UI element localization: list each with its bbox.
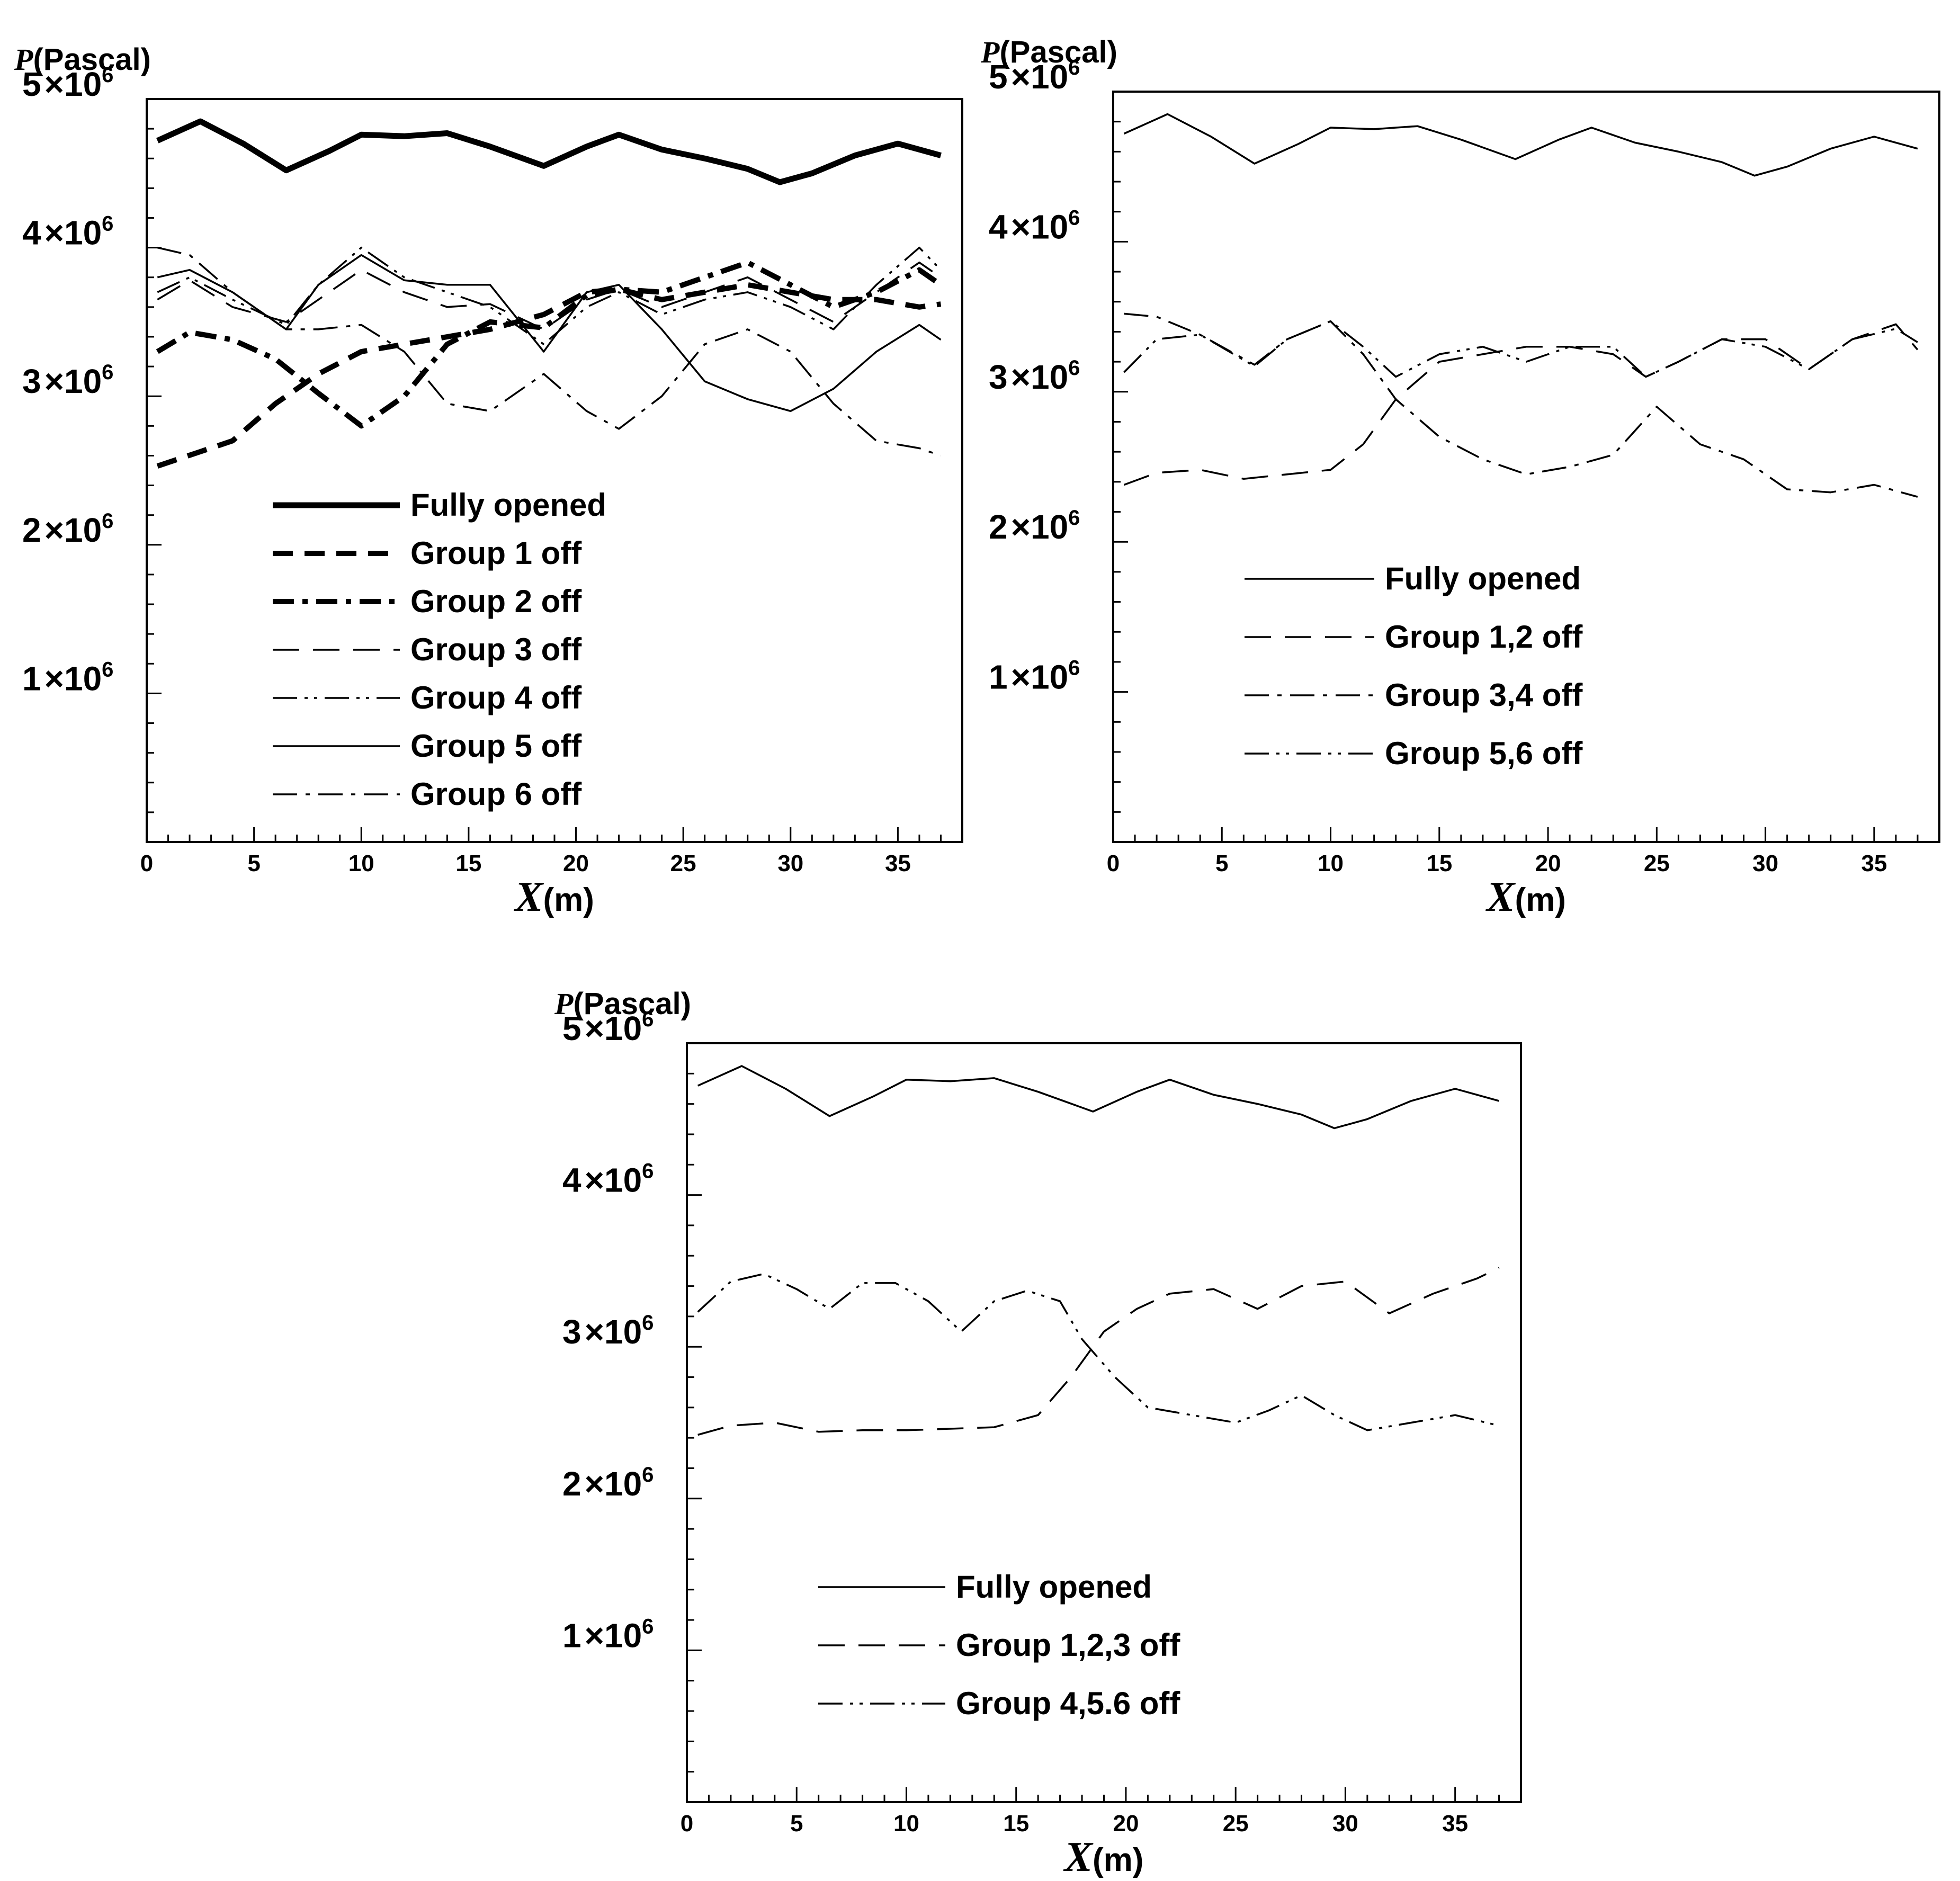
series-line-group-4-5-6-off	[697, 1273, 1500, 1431]
x-tick-label: 20	[1113, 1811, 1139, 1837]
y-tick-label: 1×106	[989, 657, 1080, 696]
y-tick-label: 1×106	[562, 1615, 654, 1654]
legend-label-group-3-off: Group 3 off	[410, 632, 582, 667]
x-tick-label: 10	[893, 1811, 919, 1837]
y-tick-label: 3×106	[562, 1311, 654, 1351]
legend-label-group-5-off: Group 5 off	[410, 728, 582, 764]
x-tick-label: 20	[1535, 850, 1561, 876]
x-tick-label: 15	[1003, 1811, 1029, 1837]
series-line-group-3-off	[157, 261, 942, 330]
y-tick-label: 4×106	[989, 206, 1080, 246]
y-tick-label: 4×106	[562, 1160, 654, 1199]
y-tick-label: 5×106	[562, 1008, 654, 1047]
series-line-fully-opened	[156, 118, 942, 185]
y-tick-label: 4×106	[22, 212, 113, 252]
series-line-group-6-off	[157, 246, 942, 457]
legend-label-group-4-5-6-off: Group 4,5.6 off	[956, 1686, 1180, 1721]
y-tick-label: 5×106	[22, 64, 113, 103]
series-line-group-1-off	[156, 282, 942, 469]
y-tick-label: 2×106	[989, 506, 1080, 546]
y-axis-title: P(Pascal)	[14, 42, 151, 77]
legend-label-group-1-off: Group 1 off	[410, 535, 582, 571]
legend-label-fully-opened: Fully opened	[1385, 561, 1581, 596]
x-tick-label: 5	[1215, 850, 1228, 876]
y-tick-label: 3×106	[22, 361, 113, 400]
legend-label-group-2-off: Group 2 off	[410, 584, 582, 619]
x-tick-label: 25	[1223, 1811, 1249, 1837]
x-tick-label: 35	[885, 850, 911, 876]
x-tick-label: 35	[1861, 850, 1887, 876]
x-tick-label: 10	[348, 850, 374, 876]
y-tick-label: 3×106	[989, 356, 1080, 396]
series-line-fully-opened	[697, 1065, 1500, 1130]
chart-top-right: 0 5 10 15 20 25 30 35 1×106 2×106 3×106 4×106 5×106P…	[980, 35, 1940, 920]
x-tick-label: 0	[681, 1811, 693, 1837]
legend-label-group-6-off: Group 6 off	[410, 776, 582, 812]
x-tick-label: 25	[670, 850, 696, 876]
series-line-group-5-6-off	[1123, 320, 1918, 378]
series-line-group-1-2-3-off	[697, 1267, 1500, 1436]
series-line-group-4-off	[157, 246, 942, 345]
x-tick-label: 0	[140, 850, 153, 876]
x-axis-title: X(m)	[1063, 1834, 1144, 1880]
x-tick-label: 35	[1442, 1811, 1468, 1837]
x-tick-label: 5	[790, 1811, 803, 1837]
legend-label-fully-opened: Fully opened	[410, 487, 606, 523]
y-tick-label: 2×106	[22, 509, 113, 549]
x-tick-label: 25	[1644, 850, 1670, 876]
x-tick-label: 5	[247, 850, 260, 876]
series-line-group-1-2-off	[1123, 323, 1919, 486]
y-tick-label: 1×106	[22, 658, 113, 697]
y-axis-title: P(Pascal)	[554, 987, 691, 1021]
x-tick-label: 20	[563, 850, 589, 876]
legend-label-group-1-2-3-off: Group 1,2,3 off	[956, 1627, 1180, 1663]
y-tick-label: 5×106	[989, 56, 1080, 96]
x-axis-title: X(m)	[1485, 874, 1566, 920]
series-line-group-5-off	[157, 254, 942, 413]
x-tick-label: 30	[1332, 1811, 1358, 1837]
x-tick-label: 15	[1426, 850, 1452, 876]
chart-bottom: 0 5 10 15 20 25 30 35 1×106 2×106 3×106 4×106 5×106P…	[554, 987, 1522, 1880]
legend-label-group-5-6-off: Group 5,6 off	[1385, 736, 1583, 771]
x-tick-label: 30	[777, 850, 803, 876]
plot-frame	[1112, 91, 1940, 843]
chart-top-left: 0 5 10 15 20 25 30 35 1×106 2×106 3×106 4×106 5×106P…	[14, 42, 963, 920]
x-tick-label: 15	[455, 850, 481, 876]
legend-label-group-1-2-off: Group 1,2 off	[1385, 619, 1583, 655]
legend-label-group-3-4-off: Group 3,4 off	[1385, 677, 1583, 713]
series-line-group-2-off	[156, 259, 943, 429]
x-tick-label: 10	[1318, 850, 1344, 876]
y-tick-label: 2×106	[562, 1463, 654, 1503]
x-tick-label: 0	[1107, 850, 1120, 876]
legend-label-group-4-off: Group 4 off	[410, 680, 582, 715]
series-line-fully-opened	[1123, 113, 1918, 177]
x-tick-label: 30	[1752, 850, 1778, 876]
legend-label-fully-opened: Fully opened	[956, 1569, 1152, 1605]
y-axis-title: P(Pascal)	[980, 35, 1117, 69]
x-axis-title: X(m)	[513, 874, 594, 920]
series-line-group-3-4-off	[1124, 312, 1918, 498]
